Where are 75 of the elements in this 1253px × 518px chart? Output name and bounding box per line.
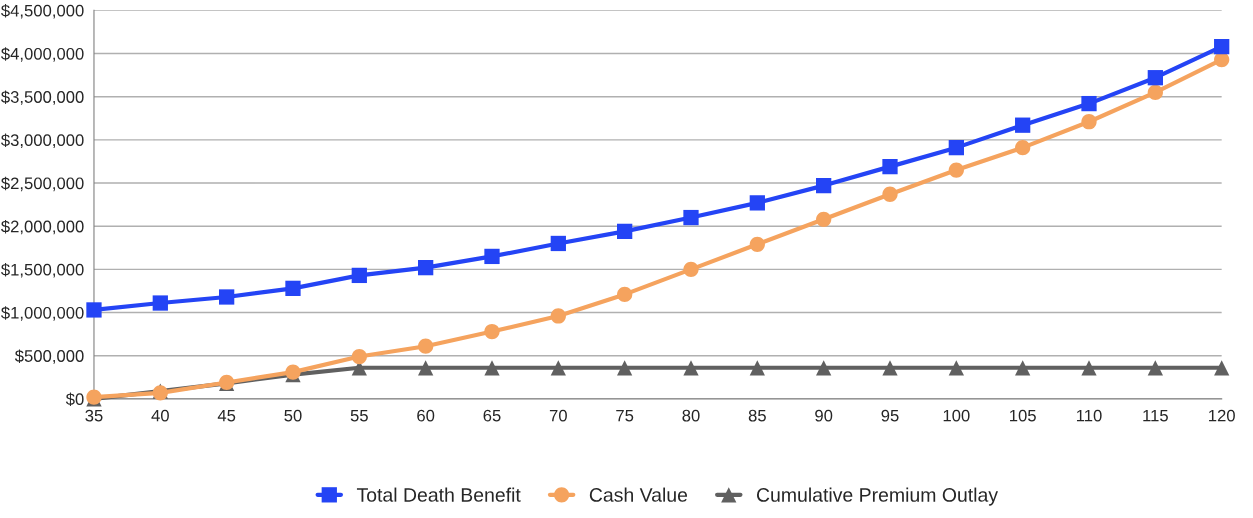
x-tick-label: 35 — [85, 409, 103, 422]
x-tick-label: 50 — [284, 409, 302, 422]
point — [816, 360, 832, 376]
point — [948, 139, 964, 156]
point — [683, 261, 699, 277]
point — [1147, 84, 1163, 101]
point — [484, 360, 500, 376]
legend-label: Cumulative Premium Outlay — [756, 487, 998, 506]
x-tick-label: 95 — [881, 409, 899, 422]
y-tick-label: $1,000,000 — [1, 306, 84, 321]
y-tick-label: $1,500,000 — [1, 263, 84, 278]
point — [683, 360, 699, 376]
point — [550, 235, 566, 252]
y-tick-label: $3,000,000 — [1, 133, 84, 149]
x-tick-label: 85 — [748, 409, 766, 422]
point — [816, 211, 832, 227]
point — [617, 360, 633, 376]
point — [550, 360, 566, 376]
x-tick-label: 60 — [417, 409, 435, 422]
point — [1081, 360, 1097, 376]
point — [351, 267, 367, 284]
point — [882, 360, 898, 376]
point — [484, 323, 500, 340]
x-tick-label: 105 — [1010, 409, 1036, 422]
x-tick-label: 65 — [483, 409, 501, 422]
point — [86, 302, 102, 318]
point — [1015, 139, 1031, 156]
point — [1015, 360, 1031, 376]
point — [1147, 360, 1163, 376]
point — [749, 195, 765, 211]
point — [1015, 117, 1031, 133]
point — [882, 158, 898, 175]
x-tick-label: 75 — [616, 409, 634, 422]
point — [285, 280, 301, 296]
y-tick-label: $2,000,000 — [1, 219, 84, 235]
point — [152, 295, 168, 311]
legend-label: Total Death Benefit — [356, 487, 521, 502]
y-tick-label: $2,500,000 — [1, 176, 84, 192]
x-tick-label: 115 — [1143, 409, 1168, 422]
point — [617, 286, 633, 303]
point — [550, 308, 566, 324]
point — [418, 338, 434, 354]
point — [948, 162, 964, 178]
x-tick-label: 90 — [815, 409, 833, 422]
x-tick-label: 80 — [682, 409, 700, 422]
point — [1147, 70, 1163, 86]
y-tick-label: $4,000,000 — [1, 47, 84, 62]
x-tick-label: 120 — [1209, 409, 1235, 422]
x-tick-label: 110 — [1076, 409, 1102, 422]
x-tick-label: 70 — [549, 409, 567, 422]
legend-label: Cash Value — [589, 487, 688, 502]
x-tick-label: 45 — [217, 409, 236, 422]
point — [882, 186, 898, 202]
point — [418, 360, 434, 376]
point — [219, 289, 235, 305]
point — [418, 259, 434, 276]
point — [816, 177, 832, 194]
x-tick-label: 55 — [350, 409, 368, 422]
point — [1214, 360, 1230, 376]
y-tick-label: $3,500,000 — [1, 90, 84, 105]
point — [749, 236, 765, 252]
point — [683, 209, 699, 226]
point — [1081, 95, 1097, 112]
point — [948, 360, 964, 376]
point — [484, 248, 500, 265]
point — [749, 360, 765, 376]
point — [351, 348, 367, 365]
x-tick-label: 40 — [151, 409, 169, 422]
y-tick-label: $4,500,000 — [1, 4, 84, 19]
y-tick-label: $0 — [65, 392, 84, 407]
point — [617, 223, 633, 240]
point — [1214, 38, 1230, 55]
point — [1081, 114, 1097, 130]
x-tick-label: 100 — [943, 409, 970, 422]
y-tick-label: $500,000 — [14, 349, 84, 364]
